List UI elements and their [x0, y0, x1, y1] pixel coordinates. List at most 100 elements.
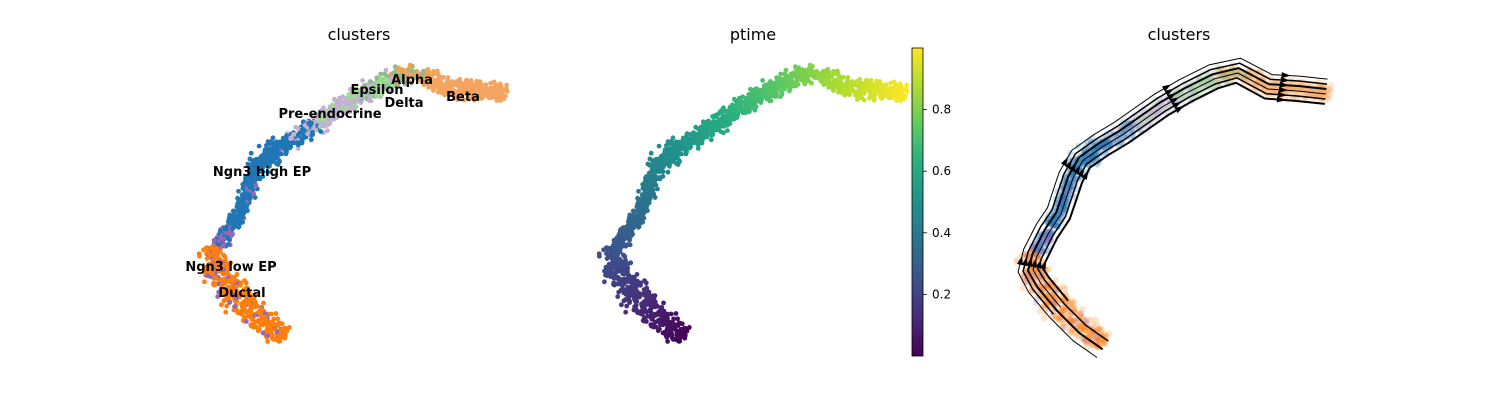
cluster-point	[244, 309, 250, 315]
cluster-point	[396, 69, 402, 74]
cluster-point-faded	[1147, 110, 1154, 118]
ptime-point	[810, 63, 815, 69]
cluster-point-faded	[1074, 333, 1081, 340]
cluster-point	[229, 277, 235, 283]
ptime-point	[828, 74, 834, 80]
cluster-point	[367, 98, 372, 104]
cluster-point-faded	[1066, 191, 1073, 198]
cluster-point	[252, 167, 258, 172]
cluster-point-faded	[1142, 113, 1149, 120]
ptime-point	[650, 312, 655, 318]
cluster-point	[315, 111, 321, 117]
cluster-point	[379, 89, 384, 95]
cluster-point	[488, 80, 493, 86]
cluster-point	[489, 92, 495, 98]
cluster-point-faded	[1208, 78, 1215, 85]
cluster-point-faded	[1052, 222, 1059, 229]
cluster-point	[332, 97, 338, 103]
cluster-point-faded	[1040, 315, 1048, 322]
cluster-point-faded	[1053, 315, 1060, 322]
cluster-point-faded	[1323, 88, 1330, 95]
cluster-point-faded	[1087, 156, 1094, 163]
cluster-point-faded	[1067, 300, 1074, 307]
cluster-point	[244, 319, 249, 324]
cluster-point	[253, 182, 259, 188]
cluster-point	[443, 81, 449, 87]
cluster-point	[234, 284, 239, 290]
cluster-point-faded	[1081, 338, 1089, 345]
cluster-point-faded	[1052, 299, 1059, 306]
ptime-point	[670, 135, 676, 141]
cluster-point-faded	[1078, 158, 1085, 165]
cluster-point	[352, 98, 358, 104]
cluster-point-faded	[1083, 321, 1091, 328]
ptime-point	[721, 105, 726, 111]
ptime-point	[661, 330, 667, 336]
panel-3-title: clusters	[1148, 25, 1211, 44]
cluster-point	[212, 257, 218, 262]
ptime-point	[868, 78, 874, 83]
cluster-point	[265, 333, 270, 338]
cluster-point-faded	[1050, 218, 1058, 226]
ptime-point	[636, 188, 641, 194]
ptime-point	[627, 212, 633, 218]
cluster-point	[232, 222, 238, 227]
cluster-point	[325, 114, 331, 120]
cluster-point	[424, 77, 430, 83]
cluster-label-pre-endocrine: Pre-endocrine	[278, 107, 381, 122]
cluster-point	[252, 299, 258, 305]
ptime-point	[691, 130, 696, 136]
cluster-point-faded	[1292, 86, 1300, 94]
ptime-point	[731, 96, 737, 102]
cluster-point	[241, 193, 247, 199]
panel-clusters-velocity: clusters	[1013, 25, 1335, 358]
cluster-point	[446, 92, 452, 97]
ptime-point	[778, 71, 784, 77]
cluster-point	[454, 79, 460, 84]
cluster-point	[402, 79, 408, 85]
cluster-point	[257, 326, 262, 332]
cluster-point-faded	[1265, 86, 1273, 93]
cluster-label-delta: Delta	[384, 96, 423, 111]
ptime-point	[661, 300, 666, 306]
cluster-point-faded	[1038, 241, 1045, 248]
cluster-point	[211, 237, 217, 243]
ptime-point	[697, 135, 702, 141]
ptime-point	[671, 316, 676, 322]
cluster-point	[352, 107, 358, 113]
cluster-point	[246, 192, 252, 197]
cluster-point-faded	[1156, 107, 1163, 114]
ptime-point	[621, 252, 626, 258]
cluster-point-faded	[1049, 312, 1056, 320]
colorbar-tick-label: 0.6	[932, 164, 951, 178]
ptime-point	[795, 82, 801, 87]
cluster-point	[468, 78, 474, 83]
cluster-point	[373, 85, 379, 91]
cluster-point-faded	[1131, 121, 1138, 129]
cluster-point	[273, 311, 279, 316]
cluster-point	[258, 322, 263, 328]
cluster-point-faded	[1286, 85, 1293, 92]
ptime-point	[861, 97, 867, 103]
cluster-point	[494, 98, 500, 103]
ptime-point	[674, 155, 680, 161]
cluster-point	[474, 78, 479, 84]
cluster-point	[264, 155, 269, 160]
cluster-point-faded	[1144, 112, 1151, 119]
cluster-point-faded	[1056, 314, 1063, 321]
cluster-point-faded	[1039, 295, 1046, 302]
ptime-point	[652, 319, 658, 325]
ptime-point	[625, 261, 631, 267]
cluster-point	[461, 97, 467, 103]
cluster-point	[393, 83, 399, 89]
cluster-point-faded	[1323, 95, 1331, 102]
cluster-point	[325, 128, 330, 134]
cluster-point	[421, 82, 427, 88]
cluster-point	[234, 272, 240, 277]
cluster-point	[219, 302, 224, 308]
cluster-point-faded	[1082, 160, 1089, 168]
cluster-point	[240, 311, 245, 317]
cluster-point-faded	[1082, 326, 1089, 334]
cluster-point-faded	[1116, 132, 1123, 139]
ptime-point	[825, 70, 831, 76]
